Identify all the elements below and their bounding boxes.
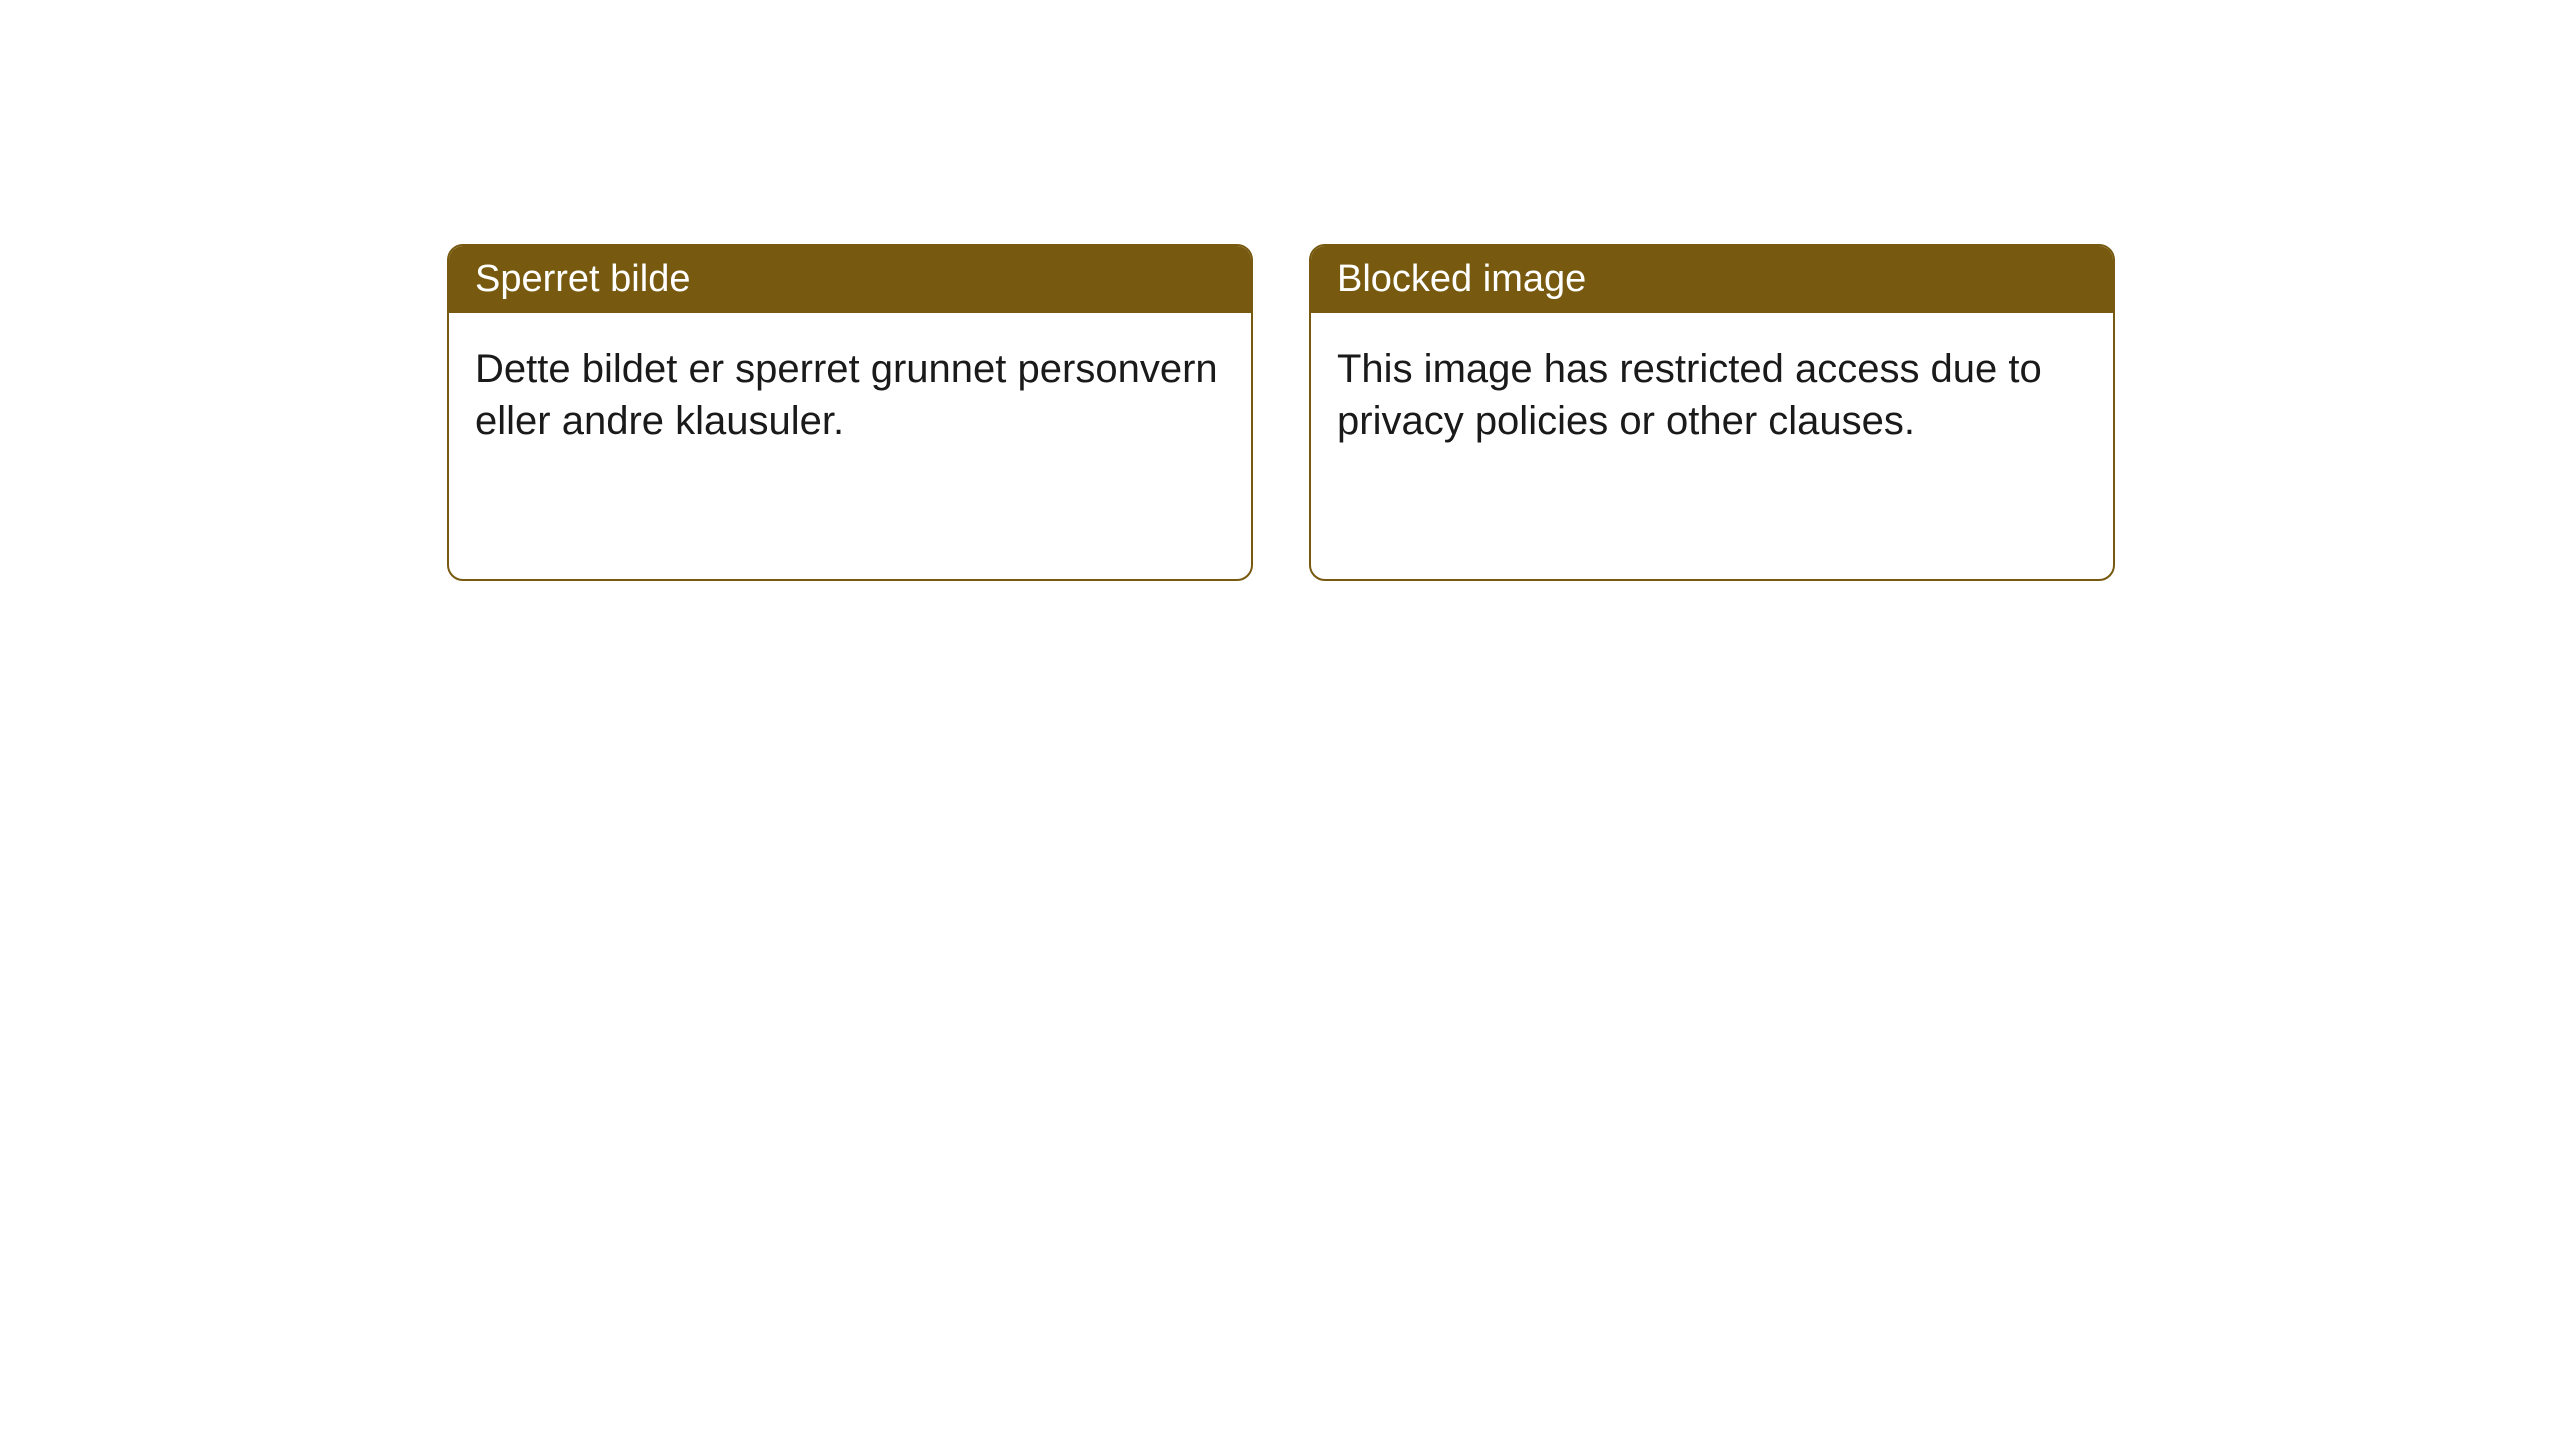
blocked-image-card-no: Sperret bilde Dette bildet er sperret gr…: [447, 244, 1253, 581]
blocked-image-card-en: Blocked image This image has restricted …: [1309, 244, 2115, 581]
card-header-no: Sperret bilde: [449, 246, 1251, 313]
card-title-no: Sperret bilde: [475, 258, 690, 300]
card-body-text-no: Dette bildet er sperret grunnet personve…: [475, 347, 1218, 443]
card-body-en: This image has restricted access due to …: [1311, 313, 2113, 477]
blocked-image-cards-container: Sperret bilde Dette bildet er sperret gr…: [447, 244, 2115, 581]
card-header-en: Blocked image: [1311, 246, 2113, 313]
card-body-text-en: This image has restricted access due to …: [1337, 347, 2042, 443]
card-body-no: Dette bildet er sperret grunnet personve…: [449, 313, 1251, 477]
card-title-en: Blocked image: [1337, 258, 1586, 300]
